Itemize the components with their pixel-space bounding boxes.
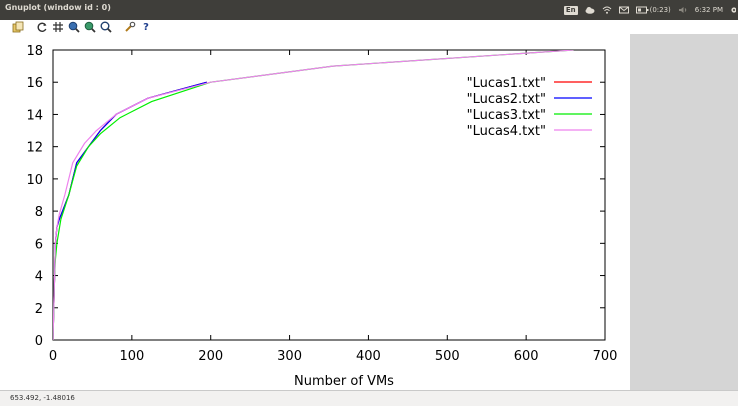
x-tick-label: 200 bbox=[198, 349, 223, 364]
battery-time: (0:23) bbox=[649, 6, 671, 14]
series-line-2[interactable] bbox=[53, 81, 207, 340]
plot-frame bbox=[52, 49, 606, 341]
toolbar: ? bbox=[0, 20, 738, 34]
plot-area[interactable]: 0 2 4 6 8 10 12 14 16 18 0 100 200 300 400 500 600 700 Num… bbox=[0, 34, 630, 390]
clock[interactable]: 6:32 PM bbox=[694, 6, 723, 14]
window-titlebar: Gnuplot (window id : 0) En (0:23) 6:32 P… bbox=[0, 0, 738, 20]
toolbar-spacer bbox=[116, 21, 120, 33]
copy-clipboard-icon[interactable] bbox=[12, 21, 24, 33]
y-tick-label: 4 bbox=[35, 270, 43, 285]
y-tick-label: 2 bbox=[35, 302, 43, 317]
volume-icon[interactable] bbox=[678, 6, 688, 14]
zoom-previous-icon[interactable] bbox=[68, 21, 80, 33]
toolbar-spacer bbox=[28, 21, 32, 33]
y-tick-label: 8 bbox=[35, 205, 43, 220]
x-tick-label: 500 bbox=[435, 349, 460, 364]
battery-indicator[interactable]: (0:23) bbox=[635, 6, 671, 14]
series-line-1[interactable] bbox=[53, 81, 207, 340]
wifi-icon[interactable] bbox=[602, 6, 612, 14]
legend-label-1: "Lucas1.txt" bbox=[467, 76, 546, 91]
x-tick-label: 300 bbox=[277, 349, 302, 364]
x-tick-label: 700 bbox=[593, 349, 618, 364]
y-tick-label: 16 bbox=[26, 76, 43, 91]
legend-label-2: "Lucas2.txt" bbox=[467, 92, 546, 107]
y-tick-label: 6 bbox=[35, 237, 43, 252]
grid-icon[interactable] bbox=[52, 21, 64, 33]
y-tick-label: 14 bbox=[26, 108, 43, 123]
legend-label-3: "Lucas3.txt" bbox=[467, 108, 546, 123]
autoscale-icon[interactable] bbox=[100, 21, 112, 33]
window-title: Gnuplot (window id : 0) bbox=[5, 3, 111, 12]
status-bar: 653.492, -1.48016 bbox=[0, 390, 738, 406]
legend-label-4: "Lucas4.txt" bbox=[467, 124, 546, 139]
help-icon[interactable]: ? bbox=[143, 21, 149, 33]
zoom-next-icon[interactable] bbox=[84, 21, 96, 33]
series-line-4[interactable] bbox=[53, 50, 574, 340]
x-tick-label: 600 bbox=[514, 349, 539, 364]
cloud-icon[interactable] bbox=[585, 6, 595, 14]
x-axis-label: Number of VMs bbox=[294, 374, 394, 389]
x-tick-label: 0 bbox=[49, 349, 57, 364]
settings-icon[interactable] bbox=[124, 21, 136, 33]
replot-icon[interactable] bbox=[36, 21, 48, 33]
y-tick-label: 0 bbox=[35, 334, 43, 349]
y-tick-label: 18 bbox=[26, 44, 43, 59]
language-indicator[interactable]: En bbox=[563, 5, 578, 15]
battery-icon bbox=[635, 6, 649, 14]
mouse-coordinates: 653.492, -1.48016 bbox=[10, 394, 75, 402]
mail-icon[interactable] bbox=[618, 6, 629, 14]
y-tick-label: 10 bbox=[26, 173, 43, 188]
system-tray: En (0:23) 6:32 PM bbox=[563, 0, 738, 20]
gear-icon[interactable] bbox=[730, 6, 736, 14]
side-panel bbox=[630, 34, 738, 390]
chart-svg[interactable]: 0 2 4 6 8 10 12 14 16 18 0 100 200 300 400 500 600 700 Num… bbox=[0, 34, 630, 390]
y-tick-label: 12 bbox=[26, 141, 43, 156]
x-tick-label: 100 bbox=[119, 349, 144, 364]
x-tick-label: 400 bbox=[356, 349, 381, 364]
